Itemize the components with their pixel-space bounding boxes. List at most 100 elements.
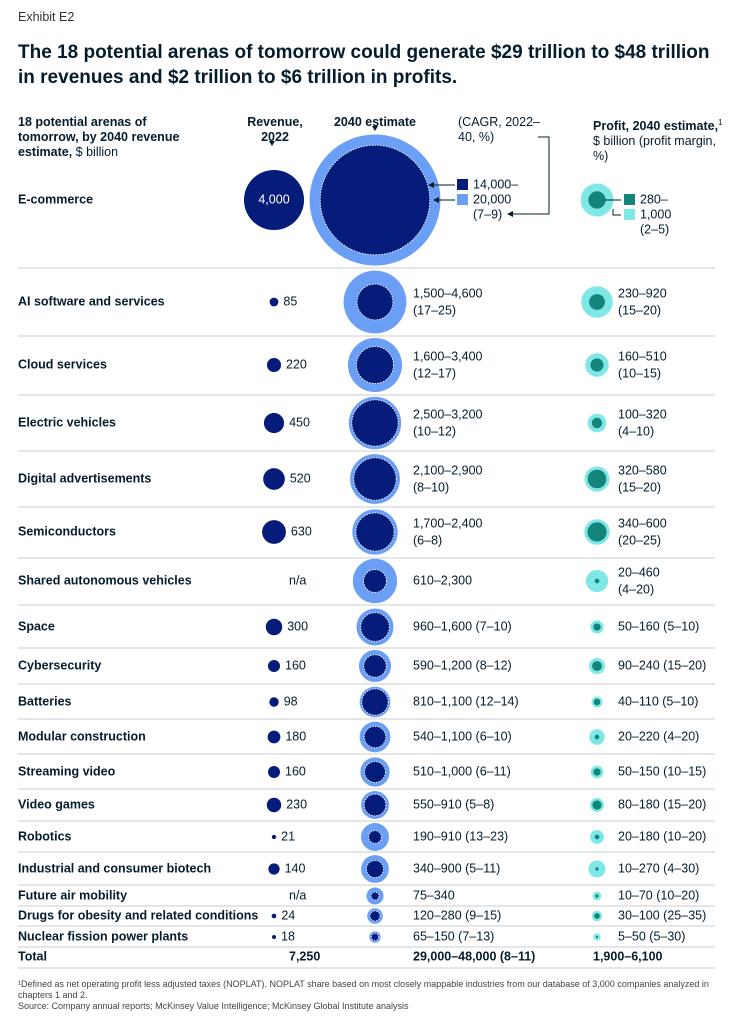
cagr-label: (8–10) [413,480,449,494]
margin-label: (4–20) [618,582,654,596]
profit-low-bubble [593,623,601,631]
legend-profit-low-label: 280– [640,192,668,206]
cagr-label: (17–25) [413,303,456,317]
arena-label: Drugs for obesity and related conditions [18,908,258,922]
legend-profit-high-swatch [624,209,635,220]
revenue-2022-label: 300 [287,619,308,633]
profit-label: 100–320 [618,407,667,421]
profit-label: 10–270 (4–30) [618,861,699,875]
revenue-2040-low-bubble [368,830,382,844]
legend-low-swatch [457,179,468,190]
revenue-2040-label: 510–1,000 (6–11) [413,764,511,778]
arenas-header-bold: 18 potential arenas of tomorrow, by 2040… [18,115,180,159]
cagr-header: (CAGR, 2022–40, %) [458,115,540,144]
revenue-2022-label: 180 [285,729,306,743]
arena-label: Nuclear fission power plants [18,929,188,943]
legend-profit-pointer [612,209,621,216]
revenue-2040-label: 1,700–2,400 [413,516,483,530]
revenue-2040-label: 340–900 (5–11) [413,861,500,875]
revenue-2040-label: 610–2,300 [413,573,472,587]
revenue-2022-label: 4,000 [258,192,289,206]
total-revenue-2040: 29,000–48,000 (8–11) [413,949,535,963]
revenue-2022-bubble [271,913,277,919]
profit-label: 40–110 (5–10) [618,694,698,708]
revenue-2022-bubble [269,297,279,307]
margin-label: (10–15) [618,366,661,380]
revenue-2040-low-bubble [363,793,387,817]
revenue-2022-label: 450 [289,415,310,429]
revenue-2022-bubble [267,659,281,673]
revenue-2022-bubble [266,797,282,813]
revenue-2022-bubble [263,468,285,490]
cagr-label: (12–17) [413,366,456,380]
margin-label: (15–20) [618,303,661,317]
profit-low-bubble [588,191,606,209]
profit-low-bubble [593,768,601,776]
revenue-2022-label: 630 [291,524,312,538]
revenue-2040-label: 2,500–3,200 [413,407,483,421]
revenue-2040-low-bubble [319,144,431,256]
revenue-2022-label: 98 [284,694,298,708]
revenue-2022-bubble [267,730,281,744]
margin-label: (4–10) [618,424,654,438]
profit-header-bold: Profit, 2040 estimate, [593,119,719,134]
profit-label: 230–920 [618,286,667,300]
revenue-2040-low-bubble [351,399,399,447]
revenue-2040-label: 550–910 (5–8) [413,797,494,811]
legend-margin-label: (2–5) [640,222,669,236]
revenue-2040-low-bubble [355,512,395,552]
revenue-2022-bubble [269,697,279,707]
profit-label: 20–180 (10–20) [618,829,706,843]
revenue-2040-label: 2,100–2,900 [413,463,483,477]
profit-low-bubble [594,734,600,740]
revenue-2022-bubble [243,169,305,231]
legend-profit-low-swatch [624,194,635,205]
revenue-2040-label: 65–150 (7–13) [413,929,494,943]
revenue-2022-bubble [268,863,280,875]
arena-label: Cloud services [18,357,107,371]
profit-label: 30–100 (25–35) [618,908,706,922]
revenue-2040-low-bubble [360,612,390,642]
legend-cagr-label: (7–9) [473,207,502,221]
revenue-2022-bubble [266,357,282,373]
revenue-2022-bubble [271,934,277,940]
revenue-2022-bubble [267,765,281,779]
revenue-2040-low-bubble [356,346,394,384]
arena-label: Robotics [18,829,72,843]
arena-label: Shared autonomous vehicles [18,573,192,587]
revenue-2040-label: 540–1,100 (6–10) [413,729,512,743]
chart-title: The 18 potential arenas of tomorrow coul… [18,42,710,88]
arena-label: Batteries [18,694,72,708]
revenue-2022-header: Revenue, 2022 [247,115,303,144]
arena-label: Industrial and consumer biotech [18,861,211,875]
revenue-2040-label: 1,600–3,400 [413,349,483,363]
profit-label: 90–240 (15–20) [618,658,706,672]
revenue-2040-low-bubble [366,860,384,878]
revenue-2022-header-arrow [269,141,275,146]
profit-label: 50–160 (5–10) [618,619,699,633]
estimate-2040-header-arrow [372,126,378,131]
legend-high-swatch [457,194,468,205]
revenue-2022-label: 18 [281,929,295,943]
revenue-2040-low-bubble [370,932,380,942]
profit-label: 20–460 [618,565,660,579]
revenue-2040-low-bubble [361,688,389,716]
profit-label: 80–180 (15–20) [618,797,706,811]
profit-low-bubble [587,522,607,542]
arena-label: AI software and services [18,294,165,308]
margin-label: (20–25) [618,533,661,547]
profit-label: 50–150 (10–15) [618,764,706,778]
arenas-header: 18 potential arenas of tomorrow, by 2040… [18,115,208,160]
revenue-2022-label: 140 [285,861,306,875]
revenue-2040-low-bubble [363,569,387,593]
revenue-2022-label: 230 [286,797,307,811]
profit-low-bubble [594,578,600,584]
revenue-2040-low-bubble [370,891,380,901]
cagr-bracket-arrow [507,211,513,217]
arena-label: Streaming video [18,764,116,778]
profit-label: 20–220 (4–20) [618,729,699,743]
revenue-2040-low-bubble [369,910,381,922]
arena-label: Modular construction [18,729,146,743]
legend-rev-low-label: 14,000– [473,177,518,191]
